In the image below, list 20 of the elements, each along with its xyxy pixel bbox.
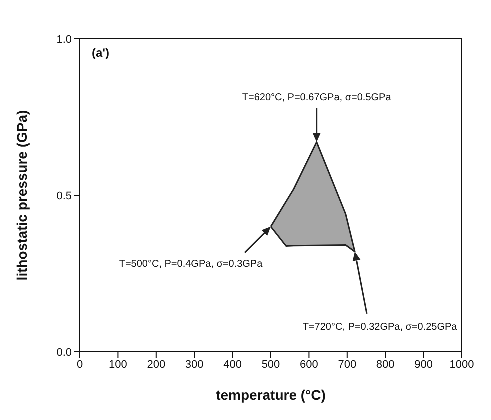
y-tick-label: 1.0 <box>56 34 72 46</box>
annotation: T=620°C, P=0.67GPa, σ=0.5GPa <box>242 92 392 104</box>
x-axis-title: temperature (°C) <box>216 387 326 403</box>
x-tick-label: 700 <box>338 358 357 371</box>
x-tick-label: 200 <box>147 358 166 371</box>
x-tick-label: 800 <box>376 358 395 371</box>
annotation: T=720°C, P=0.32GPa, σ=0.25GPa <box>302 322 458 333</box>
annotation: T=500°C, P=0.4GPa, σ=0.3GPa <box>119 258 264 270</box>
x-tick-label: 400 <box>224 358 242 371</box>
x-tick-label: 900 <box>414 358 433 371</box>
x-tick-label: 600 <box>300 358 318 371</box>
y-tick-label: 0.0 <box>56 346 72 359</box>
x-tick-label: 0 <box>76 358 84 371</box>
y-axis-title: lithostatic pressure (GPa) <box>14 110 30 281</box>
x-tick-label: 1000 <box>450 358 474 371</box>
y-tick-label: 0.5 <box>56 190 72 202</box>
x-tick-label: 300 <box>185 358 204 371</box>
x-tick-label: 500 <box>262 358 280 371</box>
annotation: (a') <box>92 46 110 60</box>
x-tick-label: 100 <box>109 358 128 371</box>
